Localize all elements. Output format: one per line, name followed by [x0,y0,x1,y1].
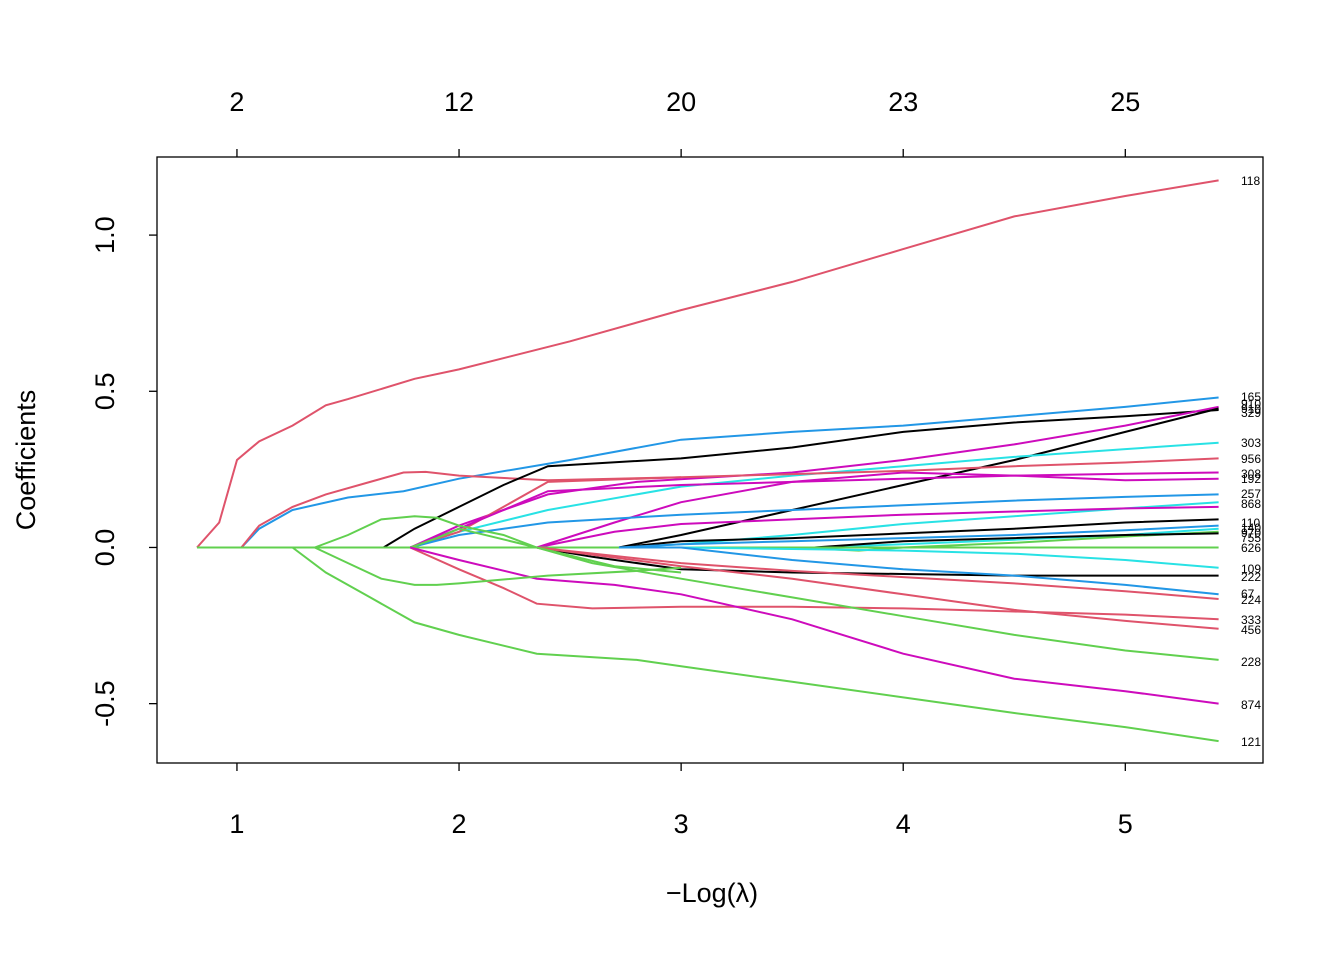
series-line-22 [618,546,1219,596]
top-tick-label: 25 [1110,87,1140,117]
end-label: 970 [1241,526,1261,540]
end-label: 257 [1241,487,1261,501]
series-line-26 [409,527,1219,661]
series-line-27 [409,546,1219,705]
x-tick-label: 4 [896,809,911,839]
series-line-4 [382,409,1219,549]
end-label: 910 [1241,402,1261,416]
end-label: 67 [1241,587,1255,601]
end-label: 874 [1241,698,1261,712]
end-label: 956 [1241,452,1261,466]
x-tick-label: 5 [1118,809,1133,839]
end-label: 118 [1241,174,1260,188]
series-line-15 [618,524,1219,549]
top-tick-label: 12 [444,87,474,117]
end-label: 140 [1241,521,1261,535]
end-label: 228 [1241,655,1261,669]
end-label: 626 [1241,541,1261,555]
end-label: 910 [1241,397,1261,411]
top-tick-label: 20 [666,87,696,117]
series-line-18 [814,532,1219,549]
series-layer [196,179,1219,743]
x-tick-label: 3 [674,809,689,839]
end-label: 868 [1241,497,1261,511]
end-label: 329 [1241,406,1261,420]
series-line-24 [409,546,1219,621]
end-label: 224 [1241,593,1261,607]
end-label: 308 [1241,467,1261,481]
x-axis-title: −Log(λ) [666,878,758,908]
series-line-7 [409,441,1219,549]
x-axis-title-text: Log(λ) [682,878,759,908]
end-label: 165 [1241,390,1261,404]
series-line-23 [536,546,1219,600]
series-line-3 [240,470,682,549]
series-line-30 [314,546,682,586]
y-tick-label: 1.0 [90,216,120,254]
y-axis-title: Coefficients [11,390,41,531]
end-label: 110 [1241,516,1260,530]
top-tick-label: 2 [229,87,244,117]
y-tick-label: 0.0 [90,529,120,567]
series-line-25 [536,546,1219,630]
x-axis-title-prefix: − [666,878,682,908]
end-label: 192 [1241,472,1261,486]
end-label: 755 [1241,531,1261,545]
plot-frame [156,156,1264,764]
series-line-2 [240,396,1219,549]
series-line-6 [618,407,1219,549]
series-line-16 [814,527,1219,549]
end-label: 333 [1241,613,1261,627]
top-tick-label: 23 [888,87,918,117]
series-line-10 [536,471,1219,549]
end-label: 121 [1241,735,1261,749]
y-tick-label: -0.5 [90,680,120,727]
series-line-14 [618,518,1219,549]
x-tick-label: 1 [229,809,244,839]
end-label: 303 [1241,436,1261,450]
series-line-1 [196,179,1219,549]
x-tick-label: 2 [452,809,467,839]
axes-layer: 1 2 3 4 52 12 20 23 25-0.50.00.51.0 [90,87,1140,839]
series-line-29 [314,515,682,574]
series-line-13 [536,505,1219,549]
series-line-28 [291,546,1219,743]
y-tick-label: 0.5 [90,373,120,411]
end-label: 456 [1241,623,1261,637]
end-label: 109 [1241,562,1261,576]
end-label: 222 [1241,570,1261,584]
series-line-11 [409,493,1219,549]
